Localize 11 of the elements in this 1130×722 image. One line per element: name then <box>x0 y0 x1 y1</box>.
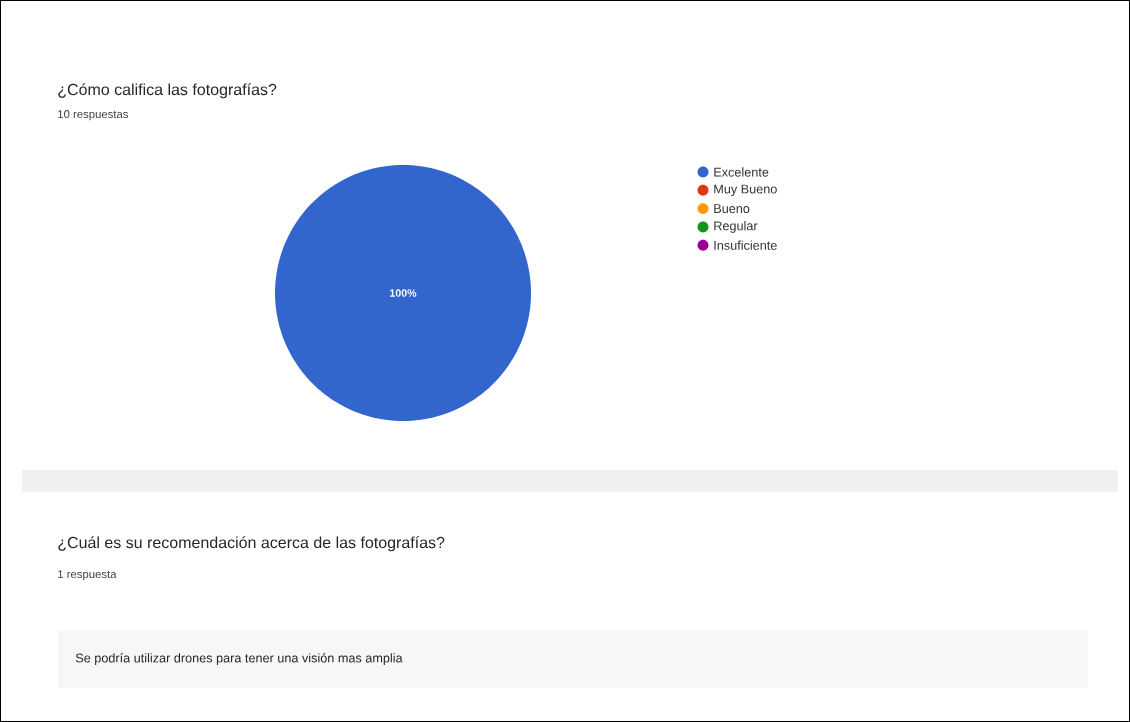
legend-label: Insuficiente <box>714 240 777 250</box>
text: 1 respuesta <box>58 570 117 581</box>
legend-label: Muy Bueno <box>714 184 777 196</box>
legend-label: Excelente <box>714 167 769 177</box>
chart-title: ¿Cómo califica las fotografías? <box>58 83 277 99</box>
text: ¿Cuál es su recomendación acerca de las fotografías? <box>58 536 445 552</box>
text: 10 respuestas <box>58 110 129 121</box>
text: Se podría utilizar drones para tener una visión mas amplia <box>75 653 403 665</box>
legend-label: Regular <box>714 221 758 233</box>
legend-label: Bueno <box>714 204 750 214</box>
data-label: 100% <box>390 289 417 297</box>
